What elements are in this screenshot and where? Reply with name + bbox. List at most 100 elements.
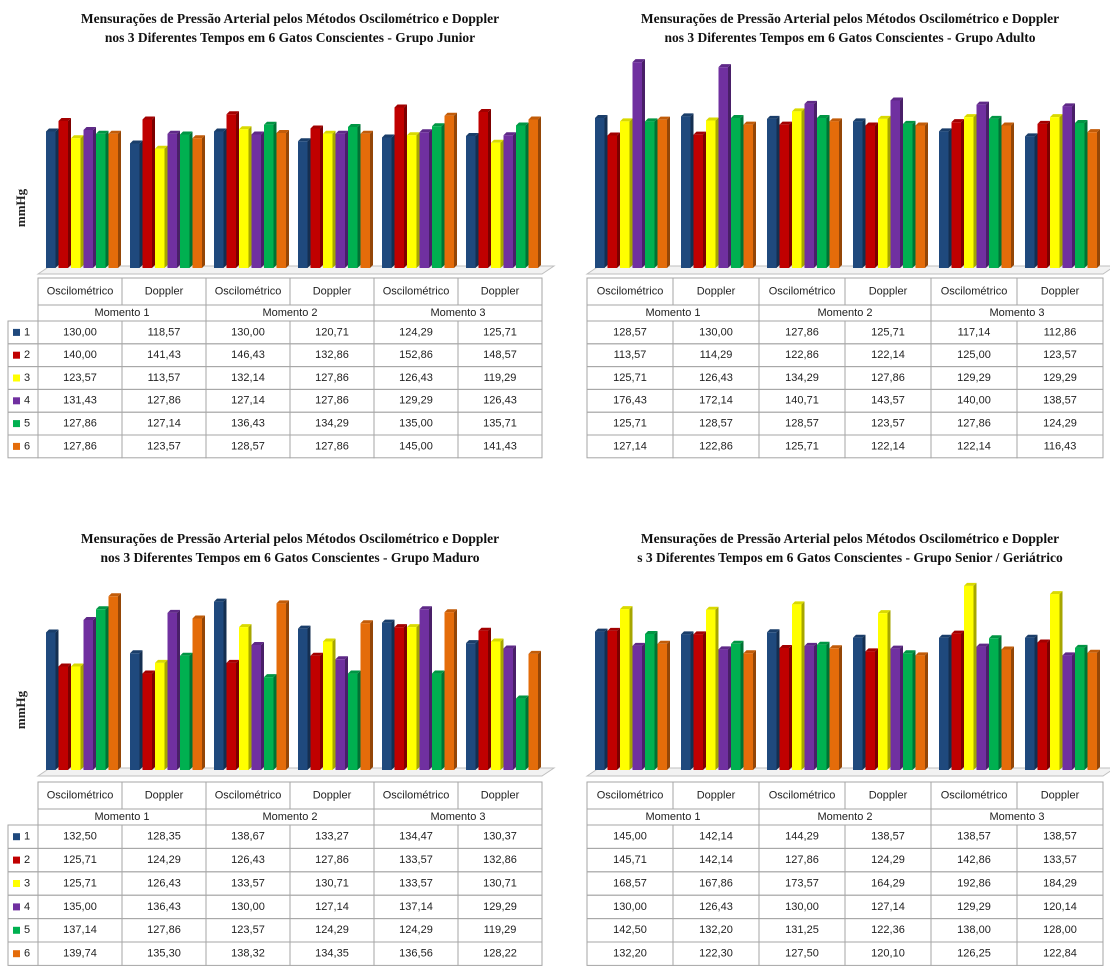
- bar-top: [491, 139, 504, 143]
- data-label: 128,35: [147, 831, 181, 843]
- bar-top: [466, 640, 479, 644]
- bar-top: [71, 663, 84, 667]
- bar-top: [767, 629, 780, 633]
- data-label: 125,71: [871, 326, 905, 338]
- data-label: 127,14: [147, 418, 181, 430]
- legend-swatch: [13, 950, 20, 958]
- data-label: 125,71: [483, 326, 517, 338]
- bar-top: [360, 620, 373, 624]
- data-label: 123,57: [147, 440, 181, 452]
- data-label: 114,29: [700, 349, 733, 361]
- bar-side: [68, 663, 71, 770]
- bar: [645, 121, 655, 268]
- bar-side: [454, 609, 457, 770]
- legend-label: 5: [24, 418, 30, 430]
- bar-top: [681, 631, 694, 635]
- bar-side: [105, 130, 109, 268]
- bar: [1062, 655, 1072, 770]
- bar-top: [853, 634, 866, 638]
- bar-side: [189, 131, 193, 268]
- bar-side: [177, 609, 180, 770]
- bar-top: [878, 115, 891, 119]
- data-label: 138,67: [231, 831, 265, 843]
- data-label: 124,29: [871, 854, 905, 866]
- bar: [620, 121, 630, 268]
- bar: [239, 627, 249, 770]
- bar-side: [248, 126, 252, 269]
- bar: [1037, 642, 1047, 770]
- bar: [657, 119, 667, 268]
- group-label: Momento 3: [430, 811, 485, 823]
- bar-side: [604, 115, 608, 268]
- category-label: Oscilométrico: [215, 789, 282, 801]
- bar-top: [620, 606, 633, 610]
- bar-side: [703, 631, 706, 770]
- bar-side: [80, 135, 84, 268]
- data-label: 128,00: [1043, 924, 1077, 936]
- data-label: 127,14: [613, 440, 647, 452]
- bar: [693, 634, 703, 770]
- bar-top: [276, 130, 289, 134]
- data-label: 142,86: [957, 854, 991, 866]
- bar-top: [951, 119, 964, 123]
- bar-top: [310, 125, 323, 129]
- bar: [407, 135, 417, 268]
- bar: [180, 134, 190, 268]
- bar-top: [348, 670, 361, 674]
- y-axis-label: mmHg: [13, 188, 28, 227]
- bar-top: [335, 130, 348, 134]
- bar: [58, 121, 68, 268]
- chart-title: Mensurações de Pressão Arterial pelos Mé…: [81, 531, 499, 546]
- data-label: 138,32: [231, 948, 265, 960]
- data-label: 126,43: [147, 877, 181, 889]
- bar-top: [829, 645, 842, 649]
- bar: [310, 655, 320, 770]
- bar-top: [239, 624, 252, 628]
- bar: [890, 100, 900, 268]
- table-cell: [7, 918, 39, 943]
- bar: [878, 613, 888, 770]
- bar-side: [273, 121, 277, 268]
- bar: [323, 133, 333, 268]
- bar-side: [236, 659, 239, 770]
- legend-swatch: [13, 926, 20, 934]
- data-label: 127,86: [63, 418, 97, 430]
- bar-side: [912, 120, 916, 269]
- bar-side: [1072, 652, 1075, 770]
- group-label: Momento 2: [817, 811, 872, 823]
- data-label: 125,71: [613, 418, 647, 430]
- data-label: 123,57: [63, 372, 97, 384]
- bar-top: [915, 652, 928, 656]
- bar-top: [214, 598, 227, 602]
- bar: [718, 67, 728, 268]
- data-label: 127,50: [785, 948, 819, 960]
- bar-top: [310, 652, 323, 656]
- bar: [792, 111, 802, 268]
- table-cell: [7, 366, 39, 390]
- data-label: 126,43: [699, 901, 733, 913]
- bar: [743, 124, 753, 268]
- bar-top: [419, 606, 432, 610]
- data-label: 138,57: [1043, 831, 1077, 843]
- bar: [226, 662, 236, 770]
- bar-top: [1075, 644, 1088, 648]
- data-label: 117,14: [958, 326, 991, 338]
- category-label: Oscilométrico: [941, 789, 1008, 801]
- bar: [491, 142, 501, 268]
- bar-side: [391, 619, 395, 770]
- bar-side: [814, 100, 817, 268]
- data-label: 134,29: [315, 418, 349, 430]
- bar: [681, 634, 691, 770]
- data-label: 141,43: [483, 440, 517, 452]
- bar-side: [475, 640, 479, 770]
- bar-side: [139, 650, 143, 770]
- category-label: Doppler: [697, 285, 736, 297]
- bar-top: [419, 129, 432, 133]
- bar: [239, 129, 249, 268]
- bar-top: [1050, 591, 1063, 595]
- bar-top: [1001, 122, 1014, 126]
- bar-top: [645, 630, 658, 634]
- group-label: Momento 3: [430, 307, 485, 319]
- bar-side: [525, 695, 529, 770]
- chart-title: nos 3 Diferentes Tempos em 6 Gatos Consc…: [105, 30, 475, 45]
